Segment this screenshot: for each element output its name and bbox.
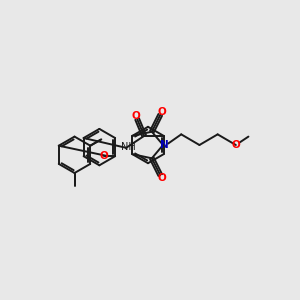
Text: O: O (157, 173, 166, 184)
Text: N: N (160, 140, 169, 150)
Text: NH: NH (122, 142, 136, 152)
Text: O: O (131, 111, 140, 121)
Text: O: O (157, 106, 166, 116)
Text: O: O (100, 151, 108, 161)
Text: O: O (232, 140, 240, 150)
